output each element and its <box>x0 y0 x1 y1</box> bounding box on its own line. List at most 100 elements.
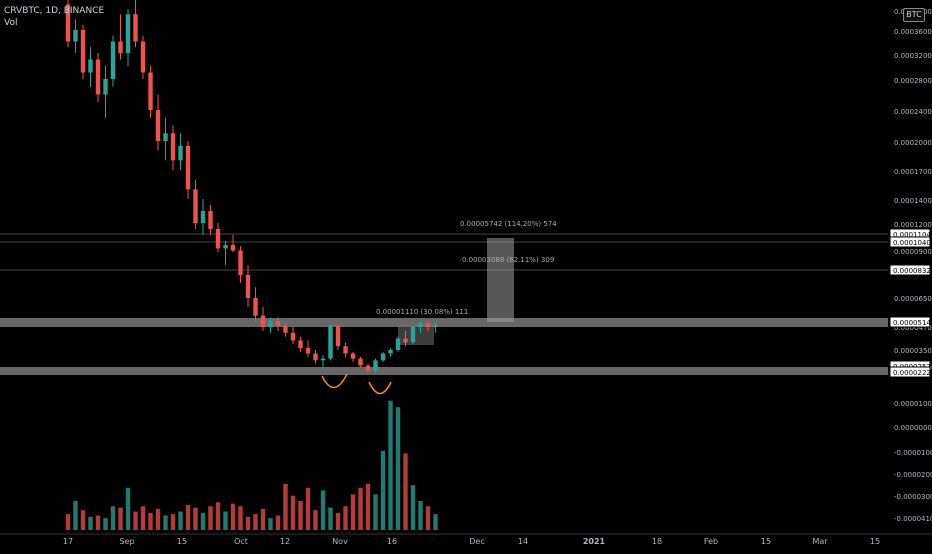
volume-bar[interactable] <box>343 506 348 530</box>
candle-body[interactable] <box>238 250 243 275</box>
price-level-tag[interactable] <box>889 316 931 328</box>
volume-bar[interactable] <box>148 512 153 530</box>
candle-body[interactable] <box>365 365 371 371</box>
volume-bar[interactable] <box>223 511 228 530</box>
volume-bar[interactable] <box>170 514 176 530</box>
projection-box[interactable] <box>487 238 514 322</box>
candle-body[interactable] <box>125 14 131 53</box>
candle-body[interactable] <box>373 360 378 371</box>
volume-bar[interactable] <box>268 518 273 530</box>
volume-bar[interactable] <box>133 511 138 530</box>
volume-bar[interactable] <box>118 507 123 530</box>
volume-bar[interactable] <box>298 500 303 530</box>
candle-body[interactable] <box>395 338 401 351</box>
candle-body[interactable] <box>170 133 176 161</box>
candle-body[interactable] <box>230 244 236 251</box>
pattern-arc-right[interactable] <box>368 381 392 395</box>
volume-bar[interactable] <box>163 515 168 530</box>
volume-bar[interactable] <box>358 487 363 530</box>
volume-bar[interactable] <box>73 500 78 530</box>
volume-bar[interactable] <box>230 503 236 530</box>
candle-body[interactable] <box>268 320 273 327</box>
time-axis[interactable]: 17 Sep 15 Oct 12 Nov 16 Dec 14 2021 18 Feb 15 Mar 15 <box>0 533 932 546</box>
pattern-arc-left[interactable] <box>321 373 348 389</box>
volume-bar[interactable] <box>275 515 281 530</box>
volume-bar[interactable] <box>103 518 108 530</box>
candle-body[interactable] <box>88 59 93 73</box>
price-axis[interactable]: 0.00040000.000360000.000320000.000280000… <box>888 0 932 536</box>
volume-bar[interactable] <box>320 490 326 530</box>
resistance-band[interactable] <box>0 318 888 327</box>
symbol-title[interactable]: CRVBTC, 1D, BINANCE <box>4 6 105 16</box>
volume-bar[interactable] <box>253 514 258 530</box>
volume-bar[interactable] <box>283 483 288 530</box>
volume-bar[interactable] <box>350 494 356 530</box>
volume-bar[interactable] <box>380 450 386 530</box>
candle-body[interactable] <box>193 189 198 223</box>
volume-bar[interactable] <box>335 512 341 530</box>
candle-body[interactable] <box>328 325 333 359</box>
volume-bar[interactable] <box>373 494 378 530</box>
volume-bar[interactable] <box>125 487 131 530</box>
volume-bar[interactable] <box>433 514 438 530</box>
candle-body[interactable] <box>140 41 146 73</box>
candle-body[interactable] <box>350 353 356 359</box>
candle-body[interactable] <box>200 211 206 223</box>
candle-body[interactable] <box>163 133 168 141</box>
price-level-tag[interactable] <box>889 366 931 378</box>
candle-body[interactable] <box>260 315 266 327</box>
candle-body[interactable] <box>275 320 281 326</box>
candle-body[interactable] <box>343 346 348 354</box>
volume-bar[interactable] <box>418 500 423 530</box>
support-band[interactable] <box>0 367 888 375</box>
volume-bar[interactable] <box>95 515 101 530</box>
volume-bar[interactable] <box>110 506 116 530</box>
candle-body[interactable] <box>320 358 326 361</box>
candle-body[interactable] <box>110 41 116 80</box>
volume-bar[interactable] <box>395 407 401 530</box>
price-level-tag[interactable] <box>889 264 931 276</box>
candle-body[interactable] <box>425 323 431 327</box>
candle-body[interactable] <box>283 325 288 333</box>
candle-body[interactable] <box>403 338 408 343</box>
volume-bar[interactable] <box>238 506 243 530</box>
volume-bar[interactable] <box>425 506 431 530</box>
candle-body[interactable] <box>155 110 161 141</box>
volume-bar[interactable] <box>215 502 221 530</box>
volume-bar[interactable] <box>88 516 93 530</box>
volume-bar[interactable] <box>290 495 296 530</box>
volume-bar[interactable] <box>313 510 318 530</box>
candle-body[interactable] <box>358 358 363 366</box>
volume-bar[interactable] <box>178 511 183 530</box>
volume-bar[interactable] <box>80 510 86 530</box>
volume-bar[interactable] <box>365 483 371 530</box>
volume-bar[interactable] <box>155 508 161 530</box>
candle-body[interactable] <box>298 340 303 349</box>
candle-body[interactable] <box>380 353 386 361</box>
candle-body[interactable] <box>433 324 438 327</box>
candle-body[interactable] <box>245 274 251 298</box>
candle-body[interactable] <box>178 145 183 161</box>
volume-bar[interactable] <box>410 485 416 530</box>
volume-bar[interactable] <box>200 512 206 530</box>
candle-body[interactable] <box>103 79 108 95</box>
candle-body[interactable] <box>290 332 296 341</box>
volume-bar[interactable] <box>208 506 213 530</box>
candle-body[interactable] <box>215 228 221 249</box>
candle-body[interactable] <box>80 30 86 73</box>
volume-bar[interactable] <box>245 516 251 530</box>
candle-body[interactable] <box>388 350 393 354</box>
candle-body[interactable] <box>73 30 78 42</box>
volume-bar[interactable] <box>403 453 408 530</box>
candle-body[interactable] <box>65 4 71 42</box>
candle-body[interactable] <box>118 41 123 54</box>
volume-label[interactable]: Vol <box>4 18 18 28</box>
volume-bar[interactable] <box>193 507 198 530</box>
volume-bar[interactable] <box>140 506 146 530</box>
currency-badge[interactable]: BTC <box>903 8 925 22</box>
price-level-tag[interactable] <box>889 236 931 248</box>
candle-body[interactable] <box>223 244 228 249</box>
volume-bar[interactable] <box>65 514 71 530</box>
